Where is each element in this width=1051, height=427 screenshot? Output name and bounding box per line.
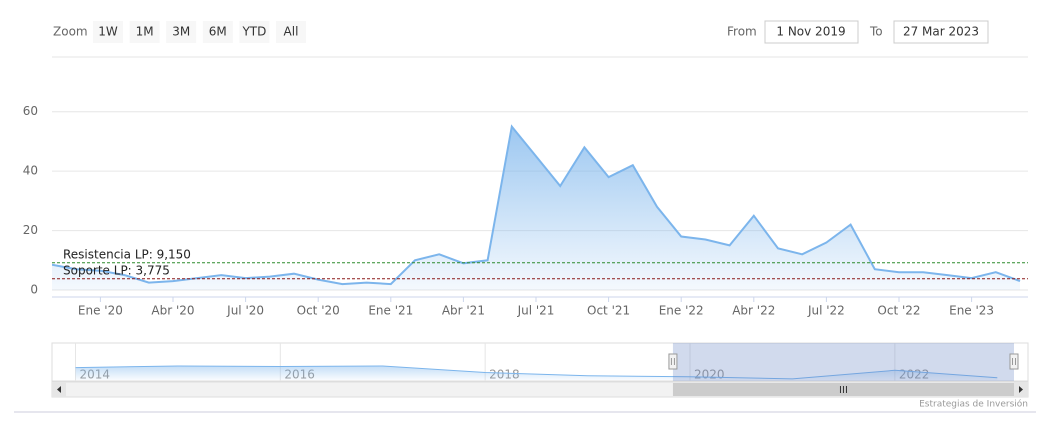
plot-line-label: Soporte LP: 3,775 [63, 263, 170, 277]
x-tick-label: Ene '23 [949, 304, 994, 318]
zoom-button[interactable] [202, 21, 233, 43]
plot-area [52, 124, 1021, 290]
x-tick-label: Oct '20 [297, 304, 340, 318]
zoom-button-label[interactable]: YTD [241, 25, 266, 39]
from-value[interactable]: 1 Nov 2019 [776, 25, 845, 39]
zoom-button-label[interactable]: 1W [98, 25, 118, 39]
zoom-button-label[interactable]: 3M [172, 25, 190, 39]
plot-line-label: Resistencia LP: 9,150 [63, 247, 191, 261]
to-label: To [869, 25, 883, 39]
navigator-mask [672, 343, 1014, 381]
arrow-right [1019, 386, 1023, 393]
arrow-left [57, 386, 61, 393]
handle-grip [670, 358, 675, 365]
handle-grip [1012, 358, 1016, 365]
x-tick-label: Ene '22 [659, 304, 704, 318]
x-tick-label: Jul '20 [226, 304, 264, 318]
zoom-button[interactable] [166, 21, 197, 43]
zoom-button-label[interactable]: 1M [136, 25, 154, 39]
y-tick-label: 0 [30, 283, 38, 297]
navigator-frame [51, 342, 1029, 382]
zoom-button[interactable] [276, 21, 306, 43]
y-tick-label: 60 [23, 104, 38, 118]
x-tick-label: Oct '22 [877, 304, 920, 318]
navigator-line [75, 365, 998, 380]
x-tick-label: Ene '21 [368, 304, 413, 318]
to-input[interactable] [893, 20, 989, 44]
zoom-button[interactable] [239, 21, 270, 43]
x-tick-label: Abr '20 [151, 304, 194, 318]
from-input[interactable] [764, 20, 859, 44]
y-tick-label: 20 [23, 223, 38, 237]
x-tick-label: Jul '21 [517, 304, 555, 318]
zoom-button-label[interactable]: 6M [209, 25, 227, 39]
y-tick-label: 40 [23, 164, 38, 178]
navigator-handle[interactable] [1009, 353, 1019, 370]
scrollbar-grip [839, 386, 847, 393]
x-tick-label: Oct '21 [587, 304, 630, 318]
credits: Estrategias de Inversión [919, 399, 1028, 410]
zoom-button[interactable] [93, 21, 123, 43]
x-tick-label: Ene '20 [78, 304, 123, 318]
price-line [52, 124, 1021, 286]
zoom-label: Zoom [53, 25, 88, 39]
to-value[interactable]: 27 Mar 2023 [903, 25, 979, 39]
x-tick-label: Jul '22 [807, 304, 845, 318]
navigator-handle[interactable] [668, 353, 678, 370]
zoom-button-label[interactable]: All [284, 25, 299, 39]
x-tick-label: Abr '21 [442, 304, 485, 318]
navigator-area [75, 366, 998, 380]
zoom-button[interactable] [129, 21, 160, 43]
x-tick-label: Abr '22 [732, 304, 775, 318]
from-label: From [727, 25, 757, 39]
